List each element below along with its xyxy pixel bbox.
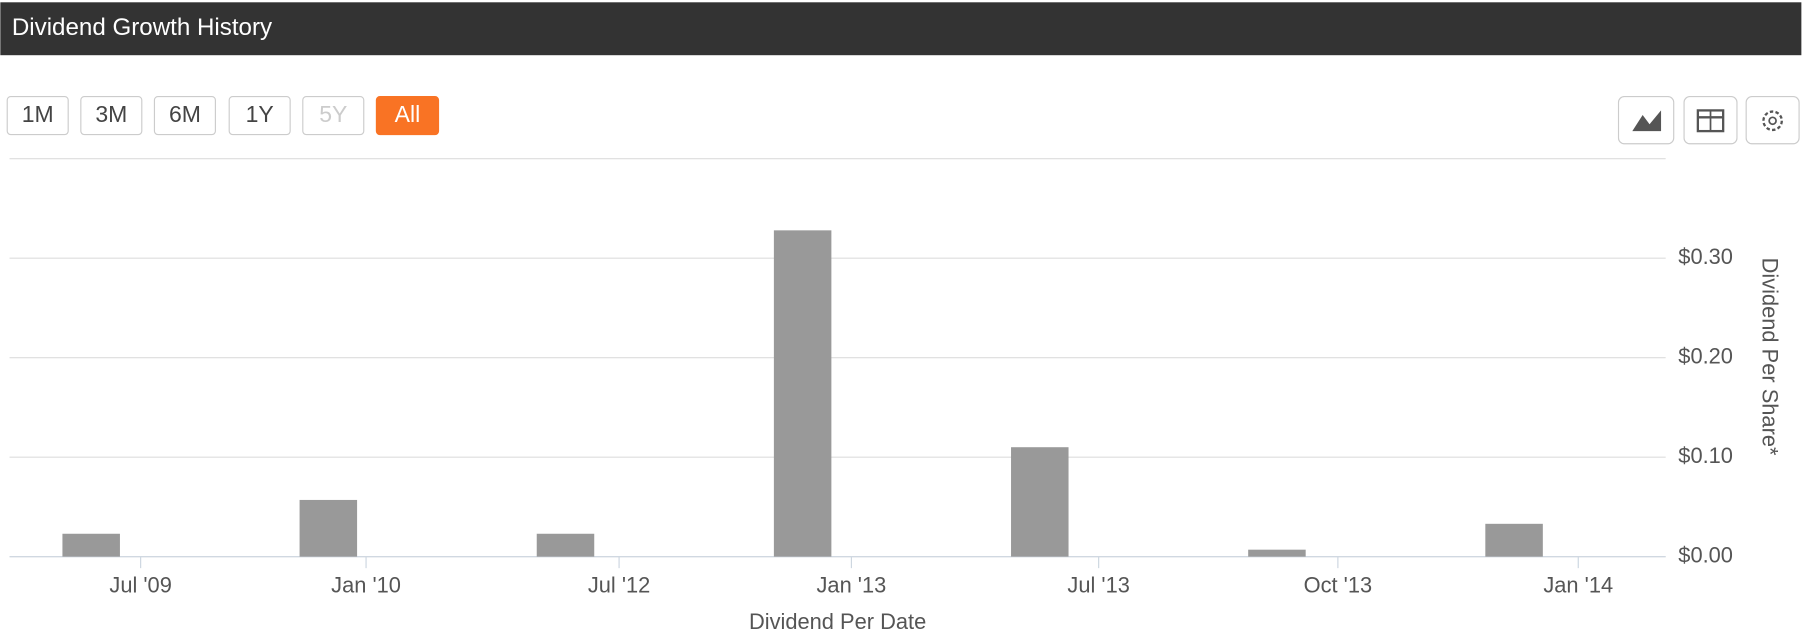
- bar: [773, 230, 832, 557]
- x-tick-label: Oct '13: [1304, 572, 1373, 597]
- range-button[interactable]: [80, 96, 143, 136]
- settings-button[interactable]: [1745, 96, 1800, 145]
- x-axis-title: Dividend Per Date: [749, 609, 926, 634]
- range-button[interactable]: [6, 96, 69, 136]
- range-button-label: 1M: [22, 101, 54, 127]
- x-tick-label: Jul '09: [109, 572, 171, 597]
- range-button[interactable]: [228, 96, 291, 136]
- bar: [62, 533, 120, 557]
- bar: [1248, 549, 1306, 557]
- range-button[interactable]: [153, 96, 216, 136]
- gear-icon-center: [1768, 116, 1777, 126]
- chart-icon: [1632, 110, 1662, 132]
- bar: [536, 533, 595, 557]
- x-tick-label: Jan '14: [1543, 572, 1613, 597]
- range-button: [302, 96, 365, 136]
- y-tick-label: $0.20: [1678, 343, 1733, 368]
- x-tick-label: Jul '12: [588, 572, 650, 597]
- range-button-label: All: [395, 101, 421, 127]
- bar: [299, 499, 358, 557]
- x-tick-label: Jan '10: [331, 572, 401, 597]
- range-button-label: 3M: [95, 101, 127, 127]
- bar: [1485, 523, 1543, 557]
- header-title: Dividend Growth History: [12, 14, 273, 41]
- range-button-label: 6M: [169, 101, 201, 127]
- y-tick-label: $0.00: [1678, 542, 1733, 567]
- gear-icon: [1762, 110, 1783, 132]
- y-tick-label: $0.10: [1678, 443, 1733, 468]
- x-tick-label: Jan '13: [817, 572, 887, 597]
- range-button[interactable]: [375, 96, 440, 136]
- y-tick-label: $0.30: [1678, 244, 1733, 269]
- range-button-label: 1Y: [246, 101, 274, 127]
- y-axis-title: Dividend Per Share*: [1757, 258, 1782, 456]
- bar: [1011, 447, 1069, 557]
- range-button-label: 5Y: [319, 101, 347, 127]
- header-bar: [0, 2, 1802, 56]
- tool-buttons: [1617, 96, 1800, 145]
- x-tick-label: Jul '13: [1067, 572, 1129, 597]
